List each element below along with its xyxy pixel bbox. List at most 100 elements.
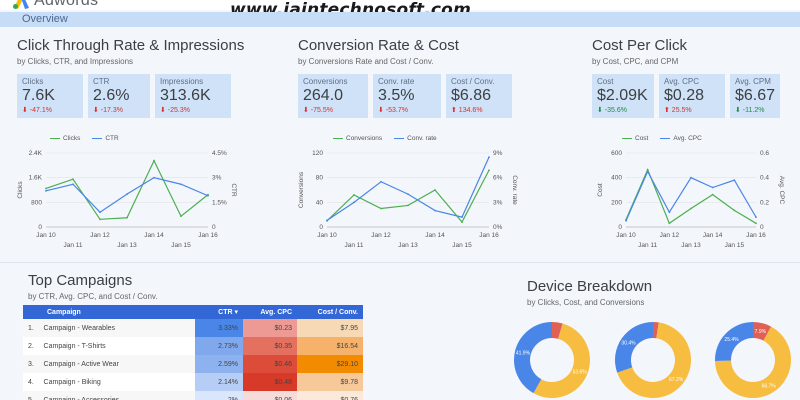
pie-slice-tablet <box>753 322 772 341</box>
data-point <box>488 169 490 172</box>
pie-slice-tablet <box>552 322 563 339</box>
kpi-delta: ⬇ -17.3% <box>93 107 123 114</box>
cpc-section-subtitle: by Cost, CPC, and CPM <box>592 57 679 66</box>
table-row[interactable]: 1. Campaign - Wearables 3.33% $0.23 $7.95 <box>23 319 363 337</box>
data-point <box>461 216 463 219</box>
kpi-delta: ⬇ -47.1% <box>22 107 52 114</box>
x-tick-label: Jan 13 <box>117 242 137 249</box>
x-tick-label: Jan 10 <box>36 232 56 239</box>
pie-slice-mobile <box>715 326 791 398</box>
table-row[interactable]: 4. Campaign - Biking 2.14% $0.48 $9.78 <box>23 373 363 391</box>
table-header-row: Campaign CTR ▾ Avg. CPC Cost / Conv. <box>23 305 363 319</box>
y-right-tick-label: 0.6 <box>760 150 769 157</box>
data-point <box>711 193 714 196</box>
table-row[interactable]: 2. Campaign - T-Shirts 2.73% $0.35 $16.54 <box>23 337 363 355</box>
campaigns-table: Campaign CTR ▾ Avg. CPC Cost / Conv. 1. … <box>23 305 363 400</box>
x-tick-label: Jan 13 <box>398 242 418 249</box>
legend-label: Conv. rate <box>407 135 437 142</box>
y-left-tick-label: 0 <box>38 224 42 231</box>
data-point <box>353 201 355 204</box>
legend-item: Cost <box>622 135 648 142</box>
kpi-conv-rate[interactable]: Conv. rate 3.5% ⬇ -53.7% <box>373 74 441 118</box>
legend-item: Avg. CPC <box>660 135 702 142</box>
kpi-value: 7.6K <box>22 87 55 104</box>
pie-slice-tablet <box>653 322 659 339</box>
adwords-logo[interactable]: Adwords <box>12 0 98 10</box>
data-point <box>99 211 101 214</box>
x-tick-label: Jan 15 <box>452 242 472 249</box>
kpi-value: 2.6% <box>93 87 130 104</box>
x-tick-label: Jan 14 <box>703 232 723 239</box>
slice-label: 7.9% <box>755 329 767 335</box>
legend-label: Clicks <box>63 135 81 142</box>
y-left-tick-label: 0 <box>618 224 622 231</box>
col-cost-per-conv[interactable]: Cost / Conv. <box>297 305 363 319</box>
data-point <box>625 219 627 222</box>
legend-swatch <box>622 137 632 140</box>
col-avg-cpc[interactable]: Avg. CPC <box>243 305 297 319</box>
table-row[interactable]: 5. Campaign - Accessories 2% $0.06 $0.76 <box>23 391 363 400</box>
y-right-tick-label: 3% <box>212 175 222 182</box>
ctr-section-title: Click Through Rate & Impressions <box>17 37 245 54</box>
y-right-tick-label: 3% <box>493 199 503 206</box>
x-tick-label: Jan 10 <box>616 232 636 239</box>
cpc-section: Cost Per Click by Cost, CPC, and CPM Cos… <box>592 37 792 118</box>
kpi-avg-cpc[interactable]: Avg. CPC $0.28 ⬆ 25.5% <box>659 74 725 118</box>
data-point <box>207 194 209 197</box>
y-right-axis-title: Conv. rate <box>511 175 518 205</box>
conv-section: Conversion Rate & Cost by Conversions Ra… <box>298 37 568 118</box>
y-right-axis-title: CTR <box>230 183 237 197</box>
col-campaign[interactable]: Campaign <box>23 305 195 319</box>
col-ctr[interactable]: CTR ▾ <box>195 305 243 319</box>
legend-label: Conversions <box>346 135 383 142</box>
data-point <box>434 209 436 212</box>
kpi-conversions[interactable]: Conversions 264.0 ⬇ -75.5% <box>298 74 368 118</box>
table-row[interactable]: 3. Campaign - Active Wear 2.59% $0.46 $29.1… <box>23 355 363 373</box>
x-tick-label: Jan 11 <box>344 242 363 249</box>
cost-per-conv-cell: $9.78 <box>297 373 363 391</box>
data-point <box>733 209 736 212</box>
ctr-section: Click Through Rate & Impressions by Clic… <box>17 37 287 118</box>
pie-slice-desktop <box>715 322 753 361</box>
kpi-delta: ⬆ 134.6% <box>451 107 483 114</box>
tab-overview[interactable]: Overview <box>22 13 68 25</box>
cost-per-conv-cell: $7.95 <box>297 319 363 337</box>
kpi-cost[interactable]: Cost $2.09K ⬇ -35.6% <box>592 74 654 118</box>
kpi-clicks[interactable]: Clicks 7.6K ⬇ -47.1% <box>17 74 83 118</box>
kpi-value: $6.67 <box>735 87 776 104</box>
data-point <box>72 183 74 186</box>
data-point <box>646 170 649 173</box>
slice-label: 66.7% <box>762 384 777 390</box>
y-left-tick-label: 800 <box>31 199 42 206</box>
kpi-cost-per-conv[interactable]: Cost / Conv. $6.86 ⬆ 134.6% <box>446 74 512 118</box>
kpi-delta: ⬇ -75.5% <box>303 107 333 114</box>
kpi-avg-cpm[interactable]: Avg. CPM $6.67 ⬇ -11.2% <box>730 74 780 118</box>
conv-section-title: Conversion Rate & Cost <box>298 37 459 54</box>
data-point <box>126 193 128 196</box>
campaigns-table-wrap: Campaign CTR ▾ Avg. CPC Cost / Conv. 1. … <box>23 305 363 400</box>
y-right-tick-label: 0 <box>212 224 216 231</box>
y-left-tick-label: 400 <box>611 175 622 182</box>
legend-label: Avg. CPC <box>673 135 702 142</box>
kpi-delta: ⬇ -25.3% <box>160 107 190 114</box>
y-right-tick-label: 0.4 <box>760 175 769 182</box>
y-right-tick-label: 9% <box>493 150 503 157</box>
data-point <box>353 194 355 196</box>
kpi-label: Cost / Conv. <box>451 77 495 86</box>
campaign-name-cell: 3. Campaign - Active Wear <box>23 355 195 373</box>
kpi-impressions[interactable]: Impressions 313.6K ⬇ -25.3% <box>155 74 231 118</box>
legend-label: Cost <box>635 135 649 142</box>
kpi-ctr[interactable]: CTR 2.6% ⬇ -17.3% <box>88 74 150 118</box>
x-tick-label: Jan 16 <box>198 232 218 239</box>
cost-per-conv-cell: $29.10 <box>297 355 363 373</box>
data-point <box>690 207 692 210</box>
pie-slice-desktop <box>514 322 552 394</box>
conv-legend: Conversions Conv. rate <box>333 135 437 142</box>
data-point <box>72 178 74 181</box>
legend-item: Conv. rate <box>394 135 437 142</box>
tab-bar: Overview <box>0 12 800 27</box>
legend-item: Clicks <box>50 135 80 142</box>
logo-text: Adwords <box>34 0 99 9</box>
x-tick-label: Jan 12 <box>371 232 391 239</box>
data-point <box>488 156 490 159</box>
